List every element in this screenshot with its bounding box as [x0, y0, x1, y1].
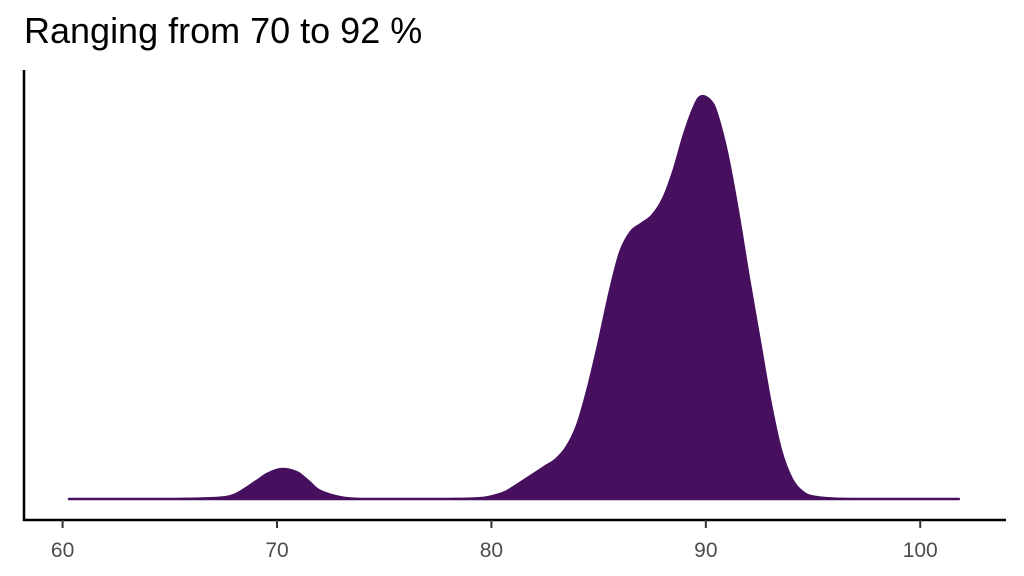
- x-axis-ticks: 60 70 80 90 100: [51, 520, 938, 562]
- x-tick-label: 90: [694, 539, 717, 562]
- x-tick-label: 80: [480, 539, 503, 562]
- density-area-0: [67, 94, 961, 501]
- x-tick-label: 100: [903, 539, 938, 562]
- x-tick-label: 60: [51, 539, 74, 562]
- x-tick-label: 70: [265, 539, 288, 562]
- plot-area: [67, 94, 961, 501]
- chart-title: Ranging from 70 to 92 %: [24, 10, 423, 51]
